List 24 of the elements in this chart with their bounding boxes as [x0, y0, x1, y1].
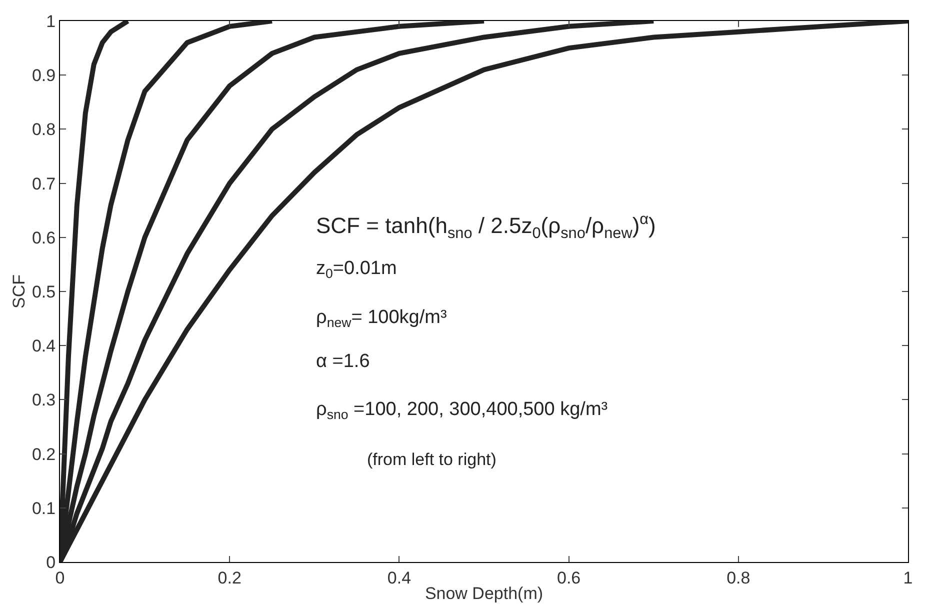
y-tick-label: 0.2 — [32, 444, 56, 464]
y-tick-label: 0.7 — [32, 174, 56, 194]
y-tick-label: 0.9 — [32, 66, 56, 86]
text: SCF = tanh(h$_{sno}$ / 2.5z$_{0}$(ρ$_{sno}$/ρ$_{new}$)$^{α}$) — [316, 211, 656, 242]
y-tick-label: 0.8 — [32, 120, 56, 140]
y-tick-label: 1 — [46, 12, 56, 31]
x-tick-label: 0.8 — [726, 568, 750, 588]
annotation: ρ$_{new}$= 100kg/m³ — [316, 307, 447, 330]
annotation: z$_{0}$=0.01m — [316, 258, 397, 281]
y-tick-label: 0.6 — [32, 228, 56, 248]
y-tick-label: 0.3 — [32, 390, 56, 410]
y-tick-label: 0 — [46, 552, 56, 572]
annotation: α =1.6 — [316, 351, 370, 372]
x-tick-label: 1 — [903, 568, 913, 588]
x-axis-title: Snow Depth(m) — [424, 584, 544, 603]
y-axis-title: SCF — [10, 274, 29, 308]
y-tick-label: 0.1 — [32, 498, 56, 518]
x-tick-label: 0.2 — [218, 568, 242, 588]
y-tick-label: 0.4 — [32, 336, 56, 356]
x-tick-label: 0.6 — [556, 568, 581, 588]
annotation: (from left to right) — [367, 450, 496, 469]
x-tick-label: 0.4 — [387, 568, 412, 588]
y-tick-label: 0.5 — [32, 282, 56, 302]
annotation: ρ$_{sno}$ =100, 200, 300,400,500 kg/m³ — [316, 399, 608, 422]
